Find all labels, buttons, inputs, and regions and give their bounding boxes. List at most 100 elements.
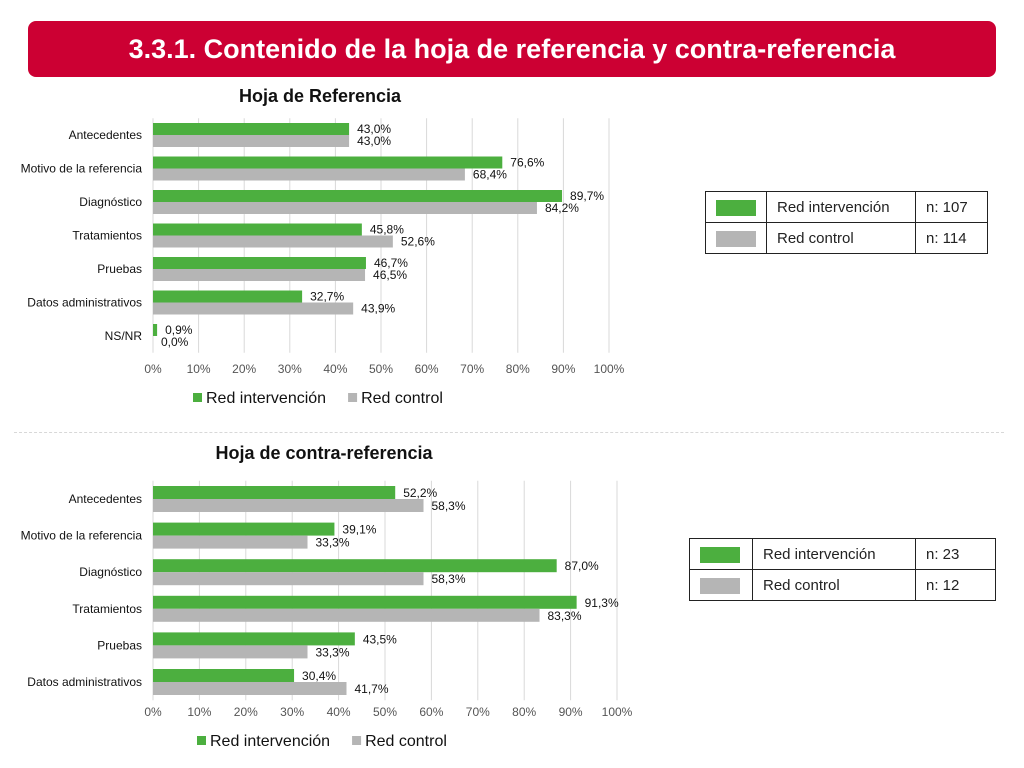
data-label: 76,6% <box>510 156 544 170</box>
category-label: Motivo de la referencia <box>21 162 143 176</box>
bar-control <box>153 499 424 512</box>
category-label: Datos administrativos <box>27 675 142 689</box>
data-label: 68,4% <box>473 168 507 182</box>
x-tick-label: 90% <box>551 362 575 376</box>
x-tick-label: 60% <box>415 362 439 376</box>
sample-size-table-contra-referencia: Red intervención n: 23 Red control n: 12 <box>689 538 996 601</box>
data-label: 43,5% <box>363 632 397 646</box>
x-tick-label: 100% <box>594 362 625 376</box>
sample-size: n: 23 <box>915 538 996 570</box>
x-tick-label: 50% <box>369 362 393 376</box>
bar-intervencion <box>153 669 295 682</box>
legend-label: Red intervención <box>206 390 326 407</box>
data-label: 46,5% <box>373 268 407 282</box>
page-title: 3.3.1. Contenido de la hoja de referenci… <box>28 21 996 77</box>
bar-intervencion <box>153 632 355 646</box>
data-label: 30,4% <box>302 669 336 683</box>
x-tick-label: 0% <box>144 705 162 719</box>
category-label: NS/NR <box>105 329 143 343</box>
bar-intervencion <box>153 257 366 269</box>
x-tick-label: 10% <box>187 705 211 719</box>
bar-control <box>153 135 350 147</box>
data-label: 52,6% <box>401 235 435 249</box>
sample-size-row-intervencion: Red intervención n: 23 <box>689 538 996 570</box>
bar-control <box>153 235 393 248</box>
bar-control <box>153 168 465 181</box>
data-label: 58,3% <box>432 572 466 586</box>
sample-size-table-referencia: Red intervención n: 107 Red control n: 1… <box>705 191 988 254</box>
data-label: 33,3% <box>316 645 350 659</box>
sample-size-row-control: Red control n: 114 <box>705 222 988 254</box>
category-label: Tratamientos <box>72 229 142 243</box>
bar-control <box>153 302 354 315</box>
legend-swatch <box>348 393 358 402</box>
data-label: 41,7% <box>354 682 388 696</box>
legend-swatch <box>352 736 362 745</box>
data-label: 0,9% <box>165 323 193 337</box>
x-tick-label: 0% <box>144 362 162 376</box>
data-label: 43,0% <box>357 122 391 136</box>
x-tick-label: 70% <box>466 705 490 719</box>
bar-control <box>153 608 540 622</box>
x-tick-label: 20% <box>232 362 256 376</box>
bar-intervencion <box>153 595 577 609</box>
x-tick-label: 60% <box>419 705 443 719</box>
sample-size-row-intervencion: Red intervención n: 107 <box>705 191 988 223</box>
legend-label: Red intervención <box>210 733 330 750</box>
data-label: 43,9% <box>361 302 395 316</box>
bar-control <box>153 269 366 281</box>
sample-size: n: 114 <box>915 222 988 254</box>
x-tick-label: 40% <box>323 362 347 376</box>
data-label: 84,2% <box>545 201 579 215</box>
category-label: Antecedentes <box>69 492 142 506</box>
bar-intervencion <box>153 522 335 536</box>
category-label: Motivo de la referencia <box>21 529 143 543</box>
swatch-intervencion <box>700 546 740 563</box>
category-label: Diagnóstico <box>79 565 142 579</box>
data-label: 45,8% <box>370 223 404 237</box>
sample-size-row-control: Red control n: 12 <box>689 569 996 601</box>
data-label: 33,3% <box>316 536 350 550</box>
bar-control <box>153 572 424 586</box>
bar-control <box>153 535 308 549</box>
sample-size: n: 12 <box>915 569 996 601</box>
data-label: 43,0% <box>357 134 391 148</box>
data-label: 32,7% <box>310 290 344 304</box>
sample-size: n: 107 <box>915 191 988 223</box>
bar-intervencion <box>153 486 396 499</box>
bar-intervencion <box>153 324 158 336</box>
category-label: Antecedentes <box>69 128 142 142</box>
bar-control <box>153 682 347 695</box>
legend-label: Red control <box>766 222 916 254</box>
data-label: 89,7% <box>570 189 604 203</box>
bar-control <box>153 645 308 659</box>
x-tick-label: 10% <box>187 362 211 376</box>
bar-intervencion <box>153 123 350 135</box>
chart-hoja-referencia: Hoja de Referencia 0% 10% 20% 30% 40% 50% 60% 70… <box>21 86 625 407</box>
x-tick-label: 100% <box>602 705 633 719</box>
x-tick-label: 80% <box>506 362 530 376</box>
bar-intervencion <box>153 156 503 169</box>
x-tick-label: 80% <box>512 705 536 719</box>
category-label: Pruebas <box>97 262 142 276</box>
data-label: 46,7% <box>374 256 408 270</box>
bar-intervencion <box>153 190 563 202</box>
data-label: 91,3% <box>585 596 619 610</box>
category-label: Diagnóstico <box>79 195 142 209</box>
legend-swatch <box>193 393 202 402</box>
x-tick-label: 50% <box>373 705 397 719</box>
data-label: 39,1% <box>342 523 376 537</box>
data-label: 52,2% <box>403 486 437 500</box>
x-tick-label: 70% <box>460 362 484 376</box>
bar-intervencion <box>153 559 557 573</box>
legend-label: Red intervención <box>752 538 916 570</box>
chart-title: Hoja de Referencia <box>239 86 402 106</box>
legend-label: Red control <box>365 733 447 750</box>
legend-label: Red control <box>361 390 443 407</box>
x-tick-label: 30% <box>280 705 304 719</box>
data-label: 83,3% <box>548 609 582 623</box>
bar-control <box>153 202 537 214</box>
data-label: 58,3% <box>432 499 466 513</box>
bar-intervencion <box>153 223 362 236</box>
swatch-intervencion <box>716 199 756 216</box>
